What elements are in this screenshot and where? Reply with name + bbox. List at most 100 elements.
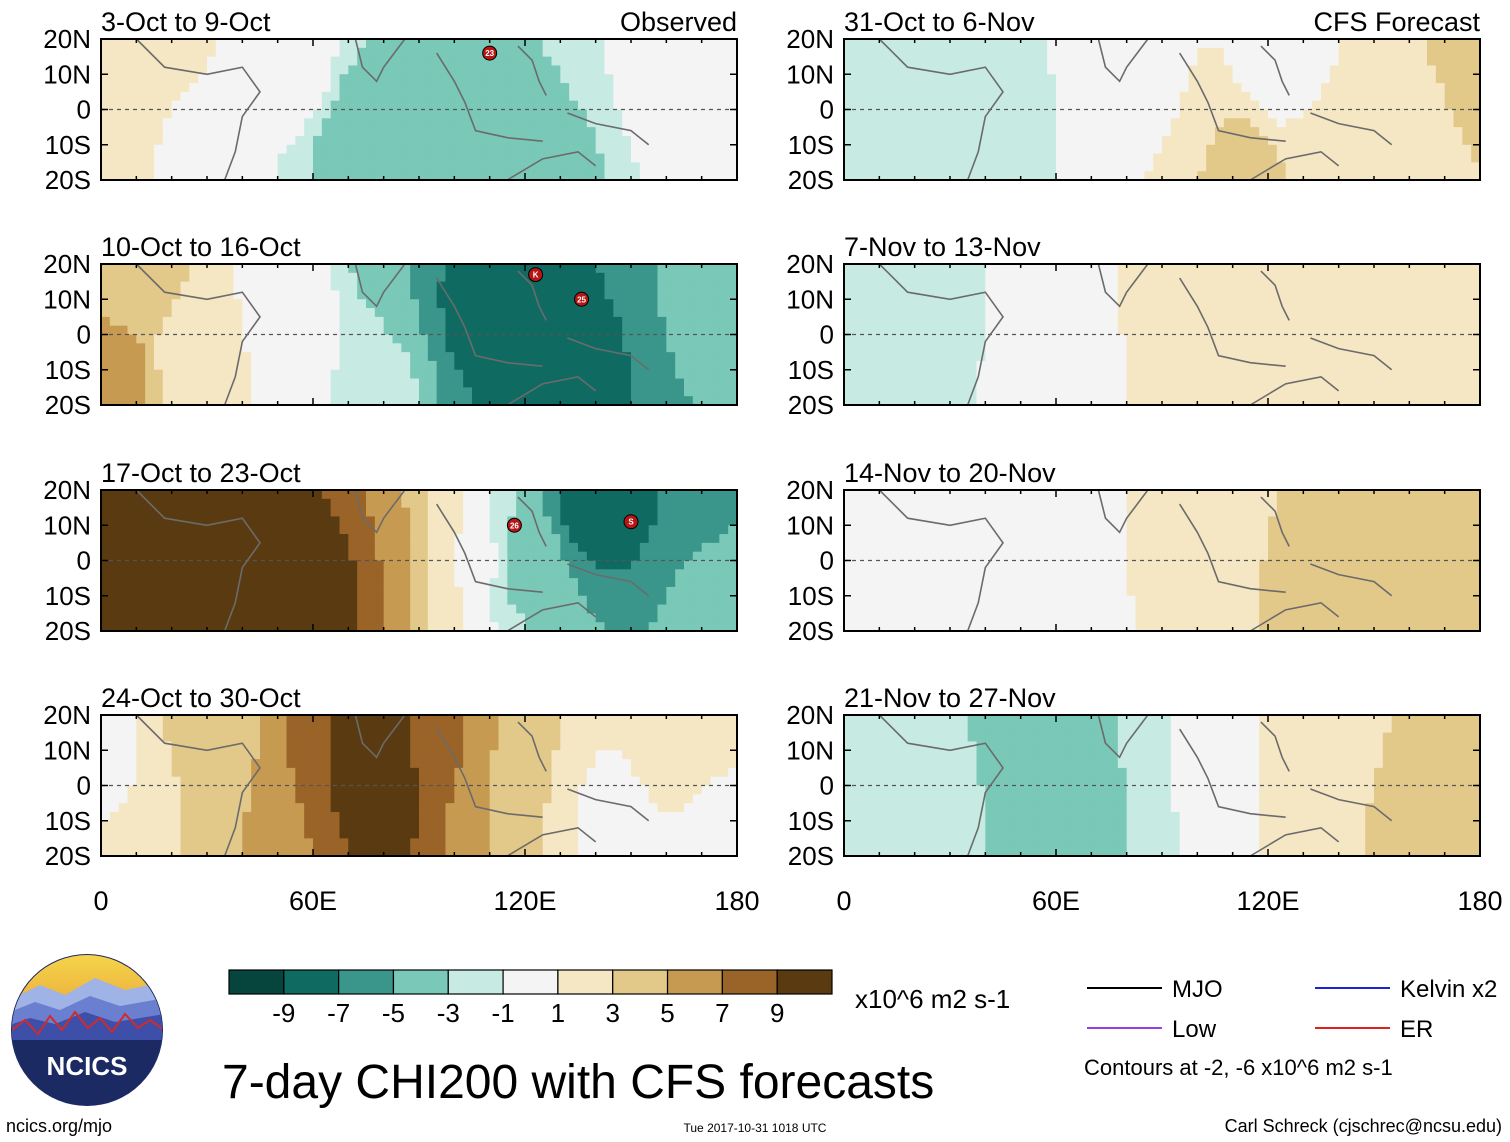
field-cell xyxy=(675,838,685,848)
field-cell xyxy=(260,847,270,857)
field-cell xyxy=(392,325,402,336)
field-cell xyxy=(463,308,473,318)
field-cell xyxy=(233,109,243,119)
field-cell xyxy=(224,343,235,353)
field-cell xyxy=(357,144,367,155)
field-cell xyxy=(348,785,358,795)
field-cell xyxy=(260,803,270,813)
field-cell xyxy=(118,83,129,93)
field-cell xyxy=(516,507,526,518)
field-cell xyxy=(888,74,898,84)
field-cell xyxy=(295,525,305,535)
field-cell xyxy=(321,803,332,813)
field-cell xyxy=(180,560,190,570)
field-cell xyxy=(330,100,341,111)
field-cell xyxy=(427,290,438,300)
field-cell xyxy=(551,308,561,318)
field-cell xyxy=(348,127,358,137)
field-cell xyxy=(639,299,650,309)
field-cell xyxy=(392,622,402,632)
field-cell xyxy=(101,360,111,371)
field-cell xyxy=(595,352,606,362)
field-cell xyxy=(207,776,217,787)
field-cell xyxy=(392,586,402,597)
field-cell xyxy=(162,794,173,804)
field-cell xyxy=(304,750,314,760)
field-cell xyxy=(286,723,296,734)
field-cell xyxy=(560,838,570,848)
field-cell xyxy=(639,595,650,606)
field-cell xyxy=(631,387,641,397)
field-cell xyxy=(454,343,464,353)
field-cell xyxy=(171,316,182,327)
field-cell xyxy=(463,153,473,163)
field-cell xyxy=(321,723,332,734)
field-cell xyxy=(613,578,623,588)
field-cell xyxy=(136,732,146,743)
field-cell xyxy=(631,171,641,181)
field-cell xyxy=(374,135,385,146)
field-cell xyxy=(586,732,597,743)
field-cell xyxy=(145,100,155,111)
field-cell xyxy=(304,560,314,570)
field-cell xyxy=(109,516,120,526)
field-cell xyxy=(410,516,420,526)
y-tick-label: 20S xyxy=(45,165,91,195)
field-cell xyxy=(419,613,429,623)
field-cell xyxy=(631,715,641,725)
field-cell xyxy=(242,378,252,388)
field-cell xyxy=(251,47,261,58)
field-cell xyxy=(498,838,508,848)
field-cell xyxy=(383,776,394,787)
field-cell xyxy=(454,516,464,526)
field-cell xyxy=(639,560,650,570)
field-cell xyxy=(728,578,738,588)
field-cell xyxy=(648,803,659,813)
field-cell xyxy=(154,153,164,163)
field-cell xyxy=(215,525,226,535)
field-cell xyxy=(657,369,667,380)
field-cell xyxy=(145,732,155,743)
field-cell xyxy=(286,290,296,300)
field-cell xyxy=(198,750,208,760)
field-cell xyxy=(189,378,199,388)
field-cell xyxy=(374,316,385,327)
field-cell xyxy=(525,767,535,778)
field-cell xyxy=(154,135,164,146)
field-cell xyxy=(613,595,623,606)
field-cell xyxy=(348,387,358,397)
field-cell xyxy=(295,803,305,813)
field-cell xyxy=(321,272,332,283)
field-cell xyxy=(578,343,588,353)
coastline-philippines xyxy=(517,721,547,772)
field-cell xyxy=(295,264,305,274)
field-cell xyxy=(648,759,659,769)
field-cell xyxy=(595,498,606,509)
field-cell xyxy=(410,39,420,49)
field-cell xyxy=(533,83,544,93)
field-cell xyxy=(666,378,676,388)
field-cell xyxy=(472,847,482,857)
field-cell xyxy=(392,794,402,804)
field-cell xyxy=(622,569,632,579)
field-cell xyxy=(692,387,703,397)
field-cell xyxy=(719,767,729,778)
field-cell xyxy=(277,604,288,614)
field-cell xyxy=(419,74,429,84)
field-cell xyxy=(454,847,464,857)
field-cell xyxy=(578,396,588,406)
field-cell xyxy=(728,369,738,380)
field-cell xyxy=(657,498,667,509)
field-cell xyxy=(613,299,623,309)
field-cell xyxy=(268,153,279,163)
field-cell xyxy=(728,281,738,292)
field-cell xyxy=(578,595,588,606)
field-cell xyxy=(392,171,402,181)
field-cell xyxy=(533,776,544,787)
field-cell xyxy=(348,65,358,75)
field-cell xyxy=(675,820,685,831)
field-cell xyxy=(224,334,235,344)
field-cell xyxy=(728,171,738,181)
field-cell xyxy=(427,396,438,406)
field-cell xyxy=(586,378,597,388)
